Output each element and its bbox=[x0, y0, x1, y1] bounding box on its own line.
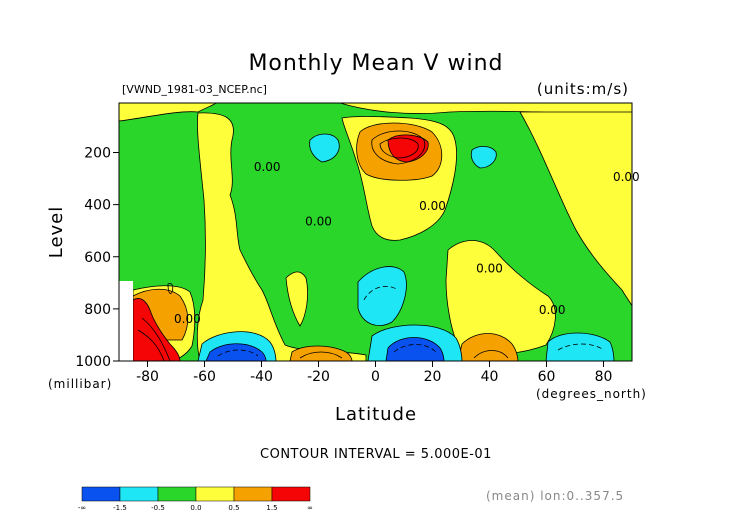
red-regions bbox=[132, 134, 429, 361]
file-label: [VWND_1981-03_NCEP.nc] bbox=[122, 83, 267, 96]
cyan-region-north-1 bbox=[309, 133, 340, 163]
x-tick-label: 60 bbox=[538, 369, 556, 385]
colorbar-swatch bbox=[119, 486, 159, 502]
deep-negative-regions bbox=[205, 337, 445, 361]
red-region-north bbox=[387, 134, 429, 163]
y-tick-label: 200 bbox=[84, 146, 111, 162]
cyan-region-north-2 bbox=[470, 146, 497, 169]
x-axis: -80 -60 -40 -20 0 20 40 60 80 bbox=[136, 361, 612, 385]
contour-lines bbox=[137, 130, 605, 361]
units-label: (units:m/s) bbox=[537, 80, 629, 98]
contour-label: 0.00 bbox=[613, 170, 640, 184]
x-tick-label: -20 bbox=[307, 369, 330, 385]
contour-line-s-2 bbox=[473, 350, 509, 359]
y-axis: 200 400 600 800 1000 bbox=[75, 146, 119, 370]
mean-footnote: (mean) lon:0..357.5 bbox=[486, 489, 624, 503]
chart-title: Monthly Mean V wind bbox=[248, 51, 503, 76]
yellow-region-top-west bbox=[119, 103, 217, 122]
colorbar-swatch bbox=[195, 486, 235, 502]
y-unit-label: (millibar) bbox=[48, 377, 112, 391]
contour-interval-label: CONTOUR INTERVAL = 5.000E-01 bbox=[260, 447, 492, 462]
cyan-region-center bbox=[357, 266, 407, 326]
colorbar-label: -1.5 bbox=[113, 504, 127, 512]
colorbar-label: 0.5 bbox=[228, 504, 239, 512]
plot-area bbox=[119, 103, 632, 361]
contour-labels: 0.00 0.00 0.00 0.00 0.00 0.00 0.00 bbox=[174, 160, 640, 326]
contour-label: 0.00 bbox=[305, 214, 332, 228]
x-tick-label: -60 bbox=[193, 369, 216, 385]
x-tick-label: -40 bbox=[250, 369, 273, 385]
x-axis-label: Latitude bbox=[335, 404, 417, 425]
contour-line-dashed-3 bbox=[557, 343, 605, 351]
contour-line-dashed-2 bbox=[393, 344, 437, 353]
colorbar-label: -0.5 bbox=[151, 504, 165, 512]
contour-line-s-1 bbox=[299, 351, 343, 359]
y-tick-label: 400 bbox=[84, 198, 111, 214]
colorbar-swatch bbox=[233, 486, 273, 502]
colorbar-swatch bbox=[157, 486, 197, 502]
contour-label: 0.00 bbox=[419, 199, 446, 213]
colorbar-swatch bbox=[81, 486, 121, 502]
contour-line-north-1 bbox=[371, 130, 426, 165]
x-tick-label: 40 bbox=[481, 369, 499, 385]
colorbar-label: 1.5 bbox=[266, 504, 277, 512]
contour-line-dashed-1 bbox=[217, 349, 259, 357]
y-tick-label: 600 bbox=[84, 250, 111, 266]
colorbar-label: ∞ bbox=[307, 504, 313, 512]
colorbar-label: -∞ bbox=[78, 504, 86, 512]
red-region-southwest bbox=[132, 298, 181, 361]
colorbar: -∞ -1.5 -0.5 0.0 0.5 1.5 ∞ bbox=[78, 486, 313, 512]
contour-label: 0.00 bbox=[476, 261, 503, 275]
x-tick-label: 0 bbox=[371, 369, 380, 385]
x-tick-label: 80 bbox=[595, 369, 613, 385]
x-tick-label: -80 bbox=[136, 369, 159, 385]
contour-line-sw-2 bbox=[141, 317, 171, 361]
x-unit-label: (degrees_north) bbox=[536, 387, 647, 401]
contour-label: 0.00 bbox=[254, 160, 281, 174]
y-axis-label: Level bbox=[46, 206, 67, 259]
y-tick-label: 800 bbox=[84, 302, 111, 318]
x-tick-label: 20 bbox=[424, 369, 442, 385]
colorbar-label: 0.0 bbox=[190, 504, 201, 512]
missing-data-patch bbox=[119, 281, 133, 361]
contour-label: 0.00 bbox=[539, 303, 566, 317]
contour-line-sw-3 bbox=[167, 283, 174, 294]
y-tick-label: 1000 bbox=[75, 354, 111, 370]
yellow-region-west-band bbox=[196, 112, 367, 361]
colorbar-swatch bbox=[271, 486, 311, 502]
contour-line-dashed-4 bbox=[363, 286, 399, 301]
contour-line-sw-1 bbox=[137, 329, 165, 361]
yellow-region-west-tongue bbox=[285, 271, 308, 327]
yellow-region-east-wedge bbox=[519, 111, 632, 307]
contour-line-north-2 bbox=[379, 137, 419, 159]
contour-label: 0.00 bbox=[174, 312, 201, 326]
